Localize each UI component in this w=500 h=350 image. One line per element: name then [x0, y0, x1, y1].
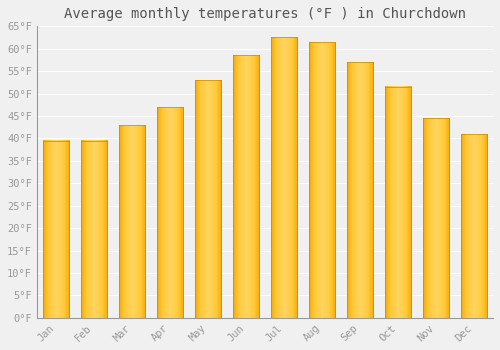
Title: Average monthly temperatures (°F ) in Churchdown: Average monthly temperatures (°F ) in Ch…	[64, 7, 466, 21]
